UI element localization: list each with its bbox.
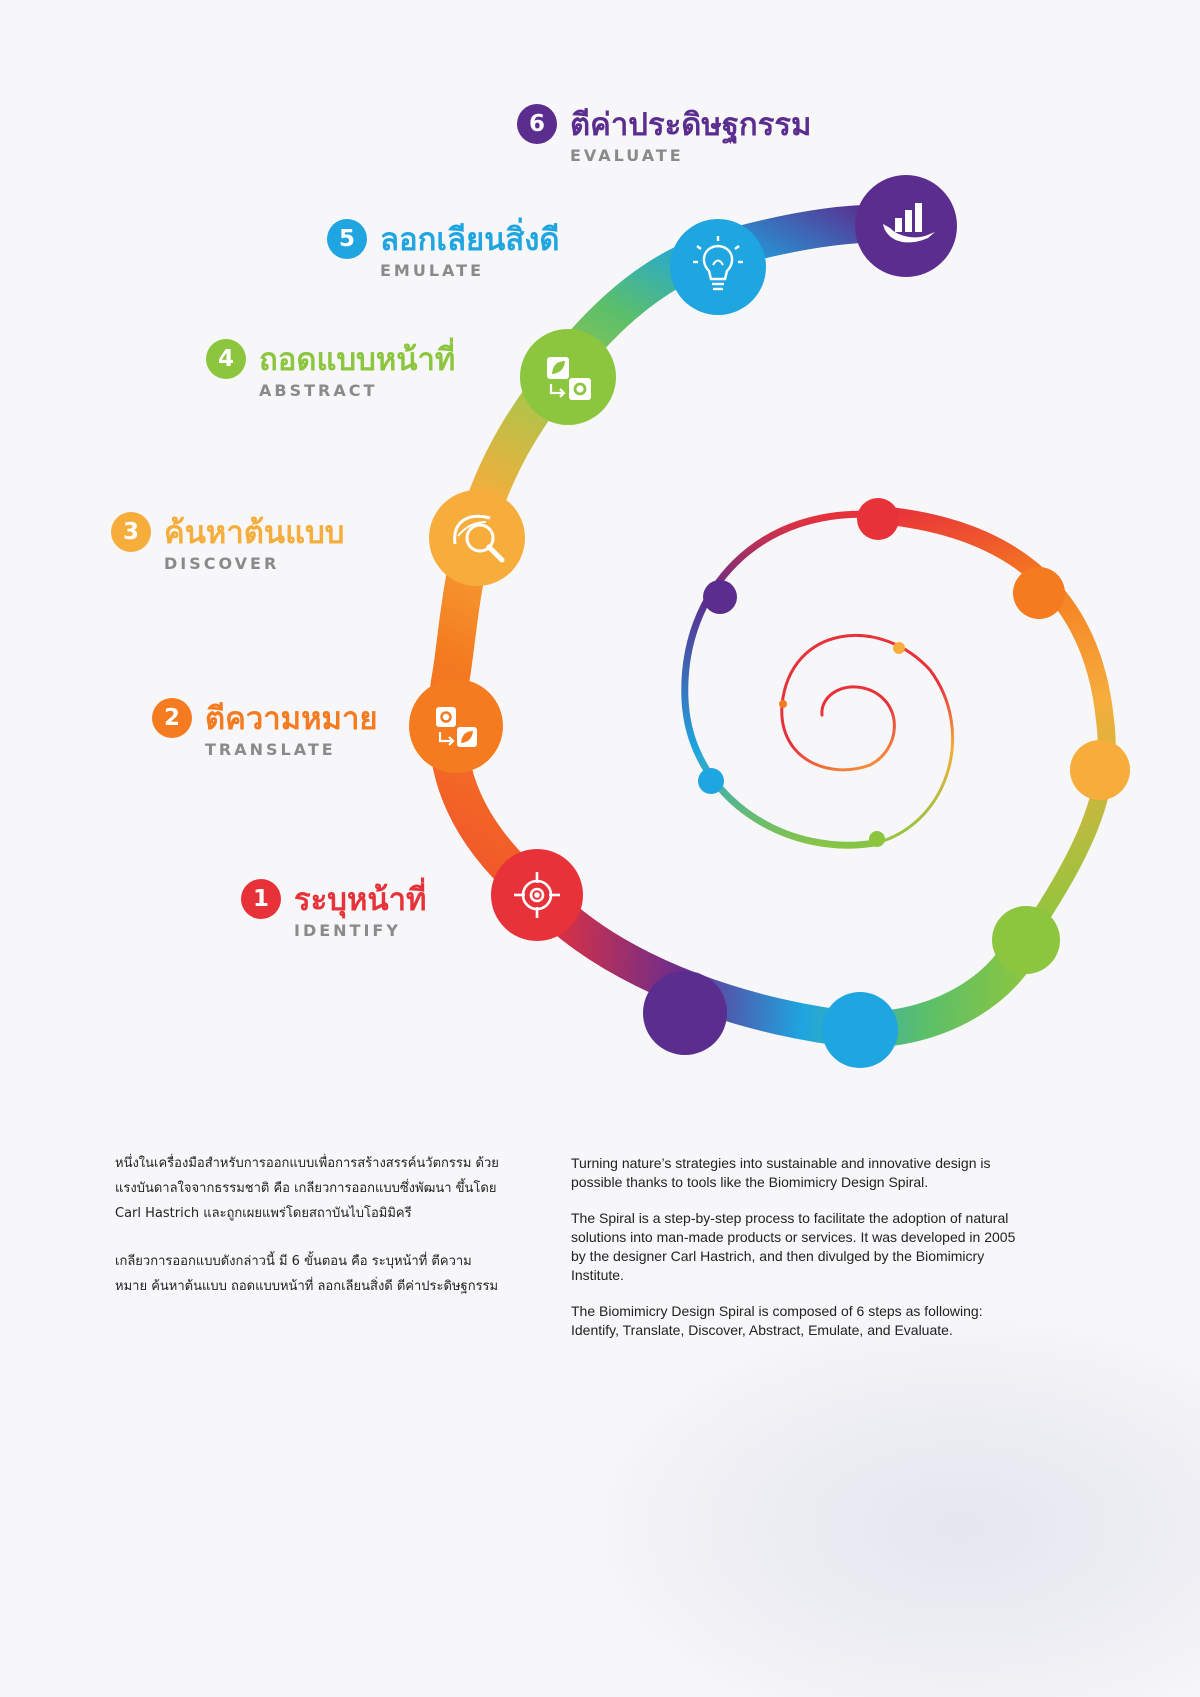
dot-purple-small — [703, 580, 737, 614]
leaf-magnifier-icon — [453, 514, 505, 563]
step-4-icon-circle — [520, 329, 616, 425]
dot-red-medium — [857, 498, 899, 540]
thai-description: หนึ่งในเครื่องมือสำหรับการออกแบบเพื่อการ… — [115, 1151, 500, 1322]
step-3-subtitle: DISCOVER — [164, 554, 280, 573]
english-paragraph-1: Turning nature’s strategies into sustain… — [571, 1155, 991, 1190]
dot-yellow-tiny — [893, 642, 905, 654]
step-1-subtitle: IDENTIFY — [294, 921, 401, 940]
step-6-number: 6 — [517, 104, 557, 144]
step-3-title: ค้นหาต้นแบบ — [164, 515, 345, 551]
leaf-gear-exchange-icon — [547, 357, 591, 400]
step-2-subtitle: TRANSLATE — [205, 740, 336, 759]
background-shell-image — [600, 1320, 1200, 1697]
step-6-icon-circle — [855, 175, 957, 277]
step-1-number: 1 — [241, 879, 281, 919]
step-5-icon-circle — [670, 219, 766, 315]
gear-leaf-exchange-icon — [436, 707, 477, 747]
lightbulb-icon — [693, 236, 743, 291]
dot-blue-large — [822, 992, 898, 1068]
spiral-middle-arm — [681, 510, 884, 849]
dot-green-large — [992, 906, 1060, 974]
step-5-subtitle: EMULATE — [380, 261, 485, 280]
dot-green-small — [869, 831, 885, 847]
step-2-icon-circle — [409, 679, 503, 773]
step-5-title: ลอกเลียนสิ่งดี — [380, 222, 560, 258]
spiral-inner-arm — [780, 634, 954, 844]
step-3-number: 3 — [111, 512, 151, 552]
step-4-number: 4 — [206, 339, 246, 379]
dot-purple-large — [643, 971, 727, 1055]
english-paragraph-2: The Spiral is a step-by-step process to … — [571, 1210, 1016, 1283]
step-2-number: 2 — [152, 698, 192, 738]
ring-dots — [643, 498, 1130, 1068]
dot-blue-small — [698, 768, 724, 794]
step-5-number: 5 — [327, 219, 367, 259]
step-2-title: ตีความหมาย — [205, 701, 378, 737]
step-1-title: ระบุหน้าที่ — [294, 882, 427, 918]
thai-paragraph-1: หนึ่งในเครื่องมือสำหรับการออกแบบเพื่อการ… — [115, 1156, 499, 1221]
english-paragraph-3: The Biomimicry Design Spiral is composed… — [571, 1303, 983, 1338]
english-description: Turning nature’s strategies into sustain… — [571, 1154, 1026, 1357]
dot-yellow-large — [1070, 740, 1130, 800]
spiral-bottom-arm — [522, 878, 1043, 1049]
dot-orange-medium — [1013, 567, 1065, 619]
dot-orange-tiny — [779, 700, 787, 708]
step-6-title: ตีค่าประดิษฐกรรม — [570, 107, 812, 143]
step-4-title: ถอดแบบหน้าที่ — [259, 342, 456, 378]
spiral-right-arm — [871, 506, 1116, 949]
step-3-icon-circle — [429, 490, 525, 586]
thai-paragraph-2: เกลียวการออกแบบดังกล่าวนี้ มี 6 ขั้นตอน … — [115, 1254, 499, 1294]
step-4-subtitle: ABSTRACT — [259, 381, 378, 400]
hand-chart-icon — [883, 203, 935, 243]
step-6-subtitle: EVALUATE — [570, 146, 684, 165]
step-1-icon-circle — [491, 849, 583, 941]
target-icon — [514, 872, 560, 918]
